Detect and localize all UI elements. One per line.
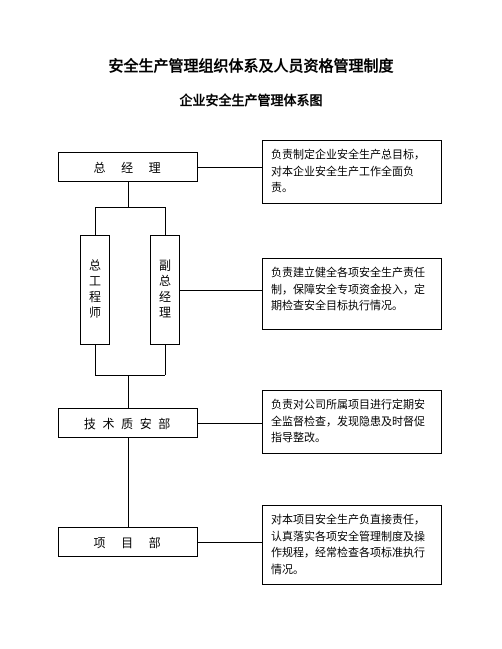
desc-tech-qa: 负责对公司所属项目进行定期安全监督检查，发现隐患及时督促指导整改。 [262,390,442,454]
desc-deputy-gm: 负责建立健全各项安全生产责任制，保障安全专项资金投入，定期检查安全目标执行情况。 [262,258,442,330]
connector-line [165,207,166,235]
connector-line [128,438,129,527]
connector-line [128,182,129,207]
connector-line [128,375,129,408]
connector-line [95,375,165,376]
connector-line [95,207,96,235]
node-label: 技 术 质 安 部 [84,415,172,432]
connector-line [198,542,262,543]
connector-line [180,290,262,291]
node-tech-qa: 技 术 质 安 部 [58,408,198,438]
node-label: 副总经理 [157,259,174,321]
node-label: 项 目 部 [93,534,162,551]
node-project: 项 目 部 [58,527,198,557]
connector-line [95,345,96,375]
connector-line [198,423,262,424]
desc-project: 对本项目安全生产负直接责任，认真落实各项安全管理制度及操作规程，经常检查各项标准… [262,505,442,585]
sub-title: 企业安全生产管理体系图 [0,90,502,109]
main-title: 安全生产管理组织体系及人员资格管理制度 [0,55,502,76]
node-general-manager: 总 经 理 [58,152,198,182]
node-chief-engineer: 总工程师 [80,235,110,345]
node-label: 总 经 理 [93,159,162,176]
node-label: 总工程师 [87,259,104,321]
node-deputy-gm: 副总经理 [150,235,180,345]
connector-line [198,167,262,168]
desc-general-manager: 负责制定企业安全生产总目标，对本企业安全生产工作全面负责。 [262,140,442,204]
connector-line [165,345,166,375]
connector-line [95,207,165,208]
